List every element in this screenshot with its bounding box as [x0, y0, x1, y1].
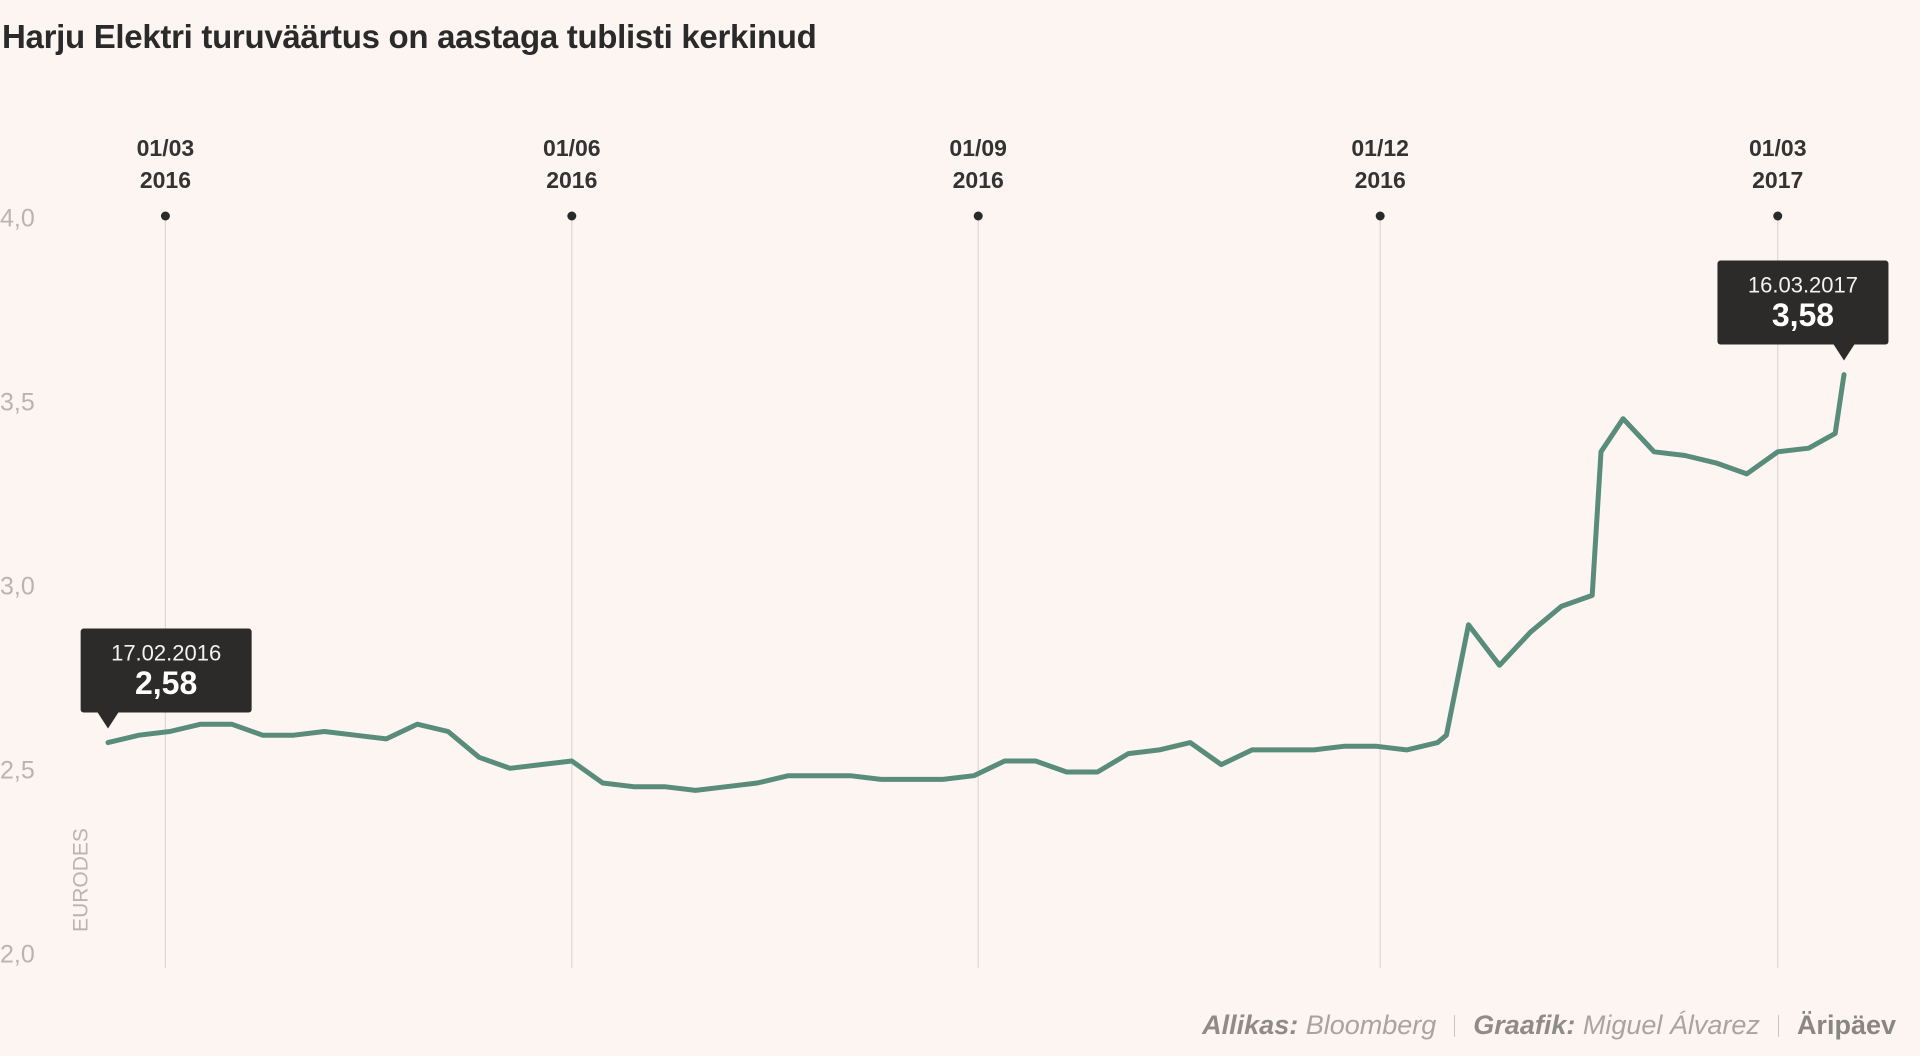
x-tick-label: 2016 — [140, 167, 191, 193]
tick-dot — [1375, 211, 1385, 221]
annotation-date: 17.02.2016 — [111, 640, 221, 665]
chart-title: Harju Elektri turuväärtus on aastaga tub… — [2, 18, 817, 55]
author: Miguel Álvarez — [1582, 1010, 1760, 1040]
x-tick-label: 01/03 — [137, 135, 195, 161]
separator — [1454, 1014, 1456, 1037]
chart: EURODES 2,0 2,5 3,0 3,5 4,0 01/03 2016 01/06 201… — [0, 135, 1889, 969]
x-tick-label: 01/06 — [543, 135, 601, 161]
annotation-box — [1717, 260, 1889, 345]
x-tick-label: 2017 — [1752, 167, 1803, 193]
tick-dot — [567, 211, 577, 221]
x-tick-label: 2016 — [1355, 167, 1406, 193]
x-tick-label: 01/09 — [949, 135, 1007, 161]
annotation-value: 2,58 — [135, 665, 197, 701]
annotation-value: 3,58 — [1772, 297, 1834, 333]
tick-dot — [1773, 211, 1783, 221]
tick-dot — [160, 211, 170, 221]
annotation-pointer — [97, 711, 119, 729]
y-tick-label: 3,5 — [0, 389, 35, 417]
y-tick-label: 4,0 — [0, 205, 35, 233]
annotation-date: 16.03.2017 — [1748, 272, 1858, 297]
publisher: Äripäev — [1796, 1010, 1896, 1040]
x-tick-label: 01/03 — [1749, 135, 1807, 161]
footer: Allikas: Bloomberg Graafik: Miguel Álvar… — [1202, 1010, 1896, 1041]
x-tick-label: 2016 — [953, 167, 1004, 193]
separator — [1777, 1014, 1779, 1037]
annotation-box — [80, 628, 252, 713]
source-label: Allikas: — [1202, 1010, 1299, 1040]
x-tick-label: 2016 — [546, 167, 597, 193]
y-tick-label: 3,0 — [0, 573, 35, 601]
y-axis-label: EURODES — [70, 828, 93, 932]
source: Bloomberg — [1305, 1010, 1437, 1040]
line — [105, 372, 1847, 793]
y-tick-label: 2,0 — [0, 941, 35, 969]
y-tick-label: 2,5 — [0, 757, 35, 785]
x-tick-label: 01/12 — [1351, 135, 1409, 161]
annotation-pointer — [1833, 343, 1855, 361]
author-label: Graafik: — [1473, 1010, 1576, 1040]
tick-dot — [973, 211, 983, 221]
